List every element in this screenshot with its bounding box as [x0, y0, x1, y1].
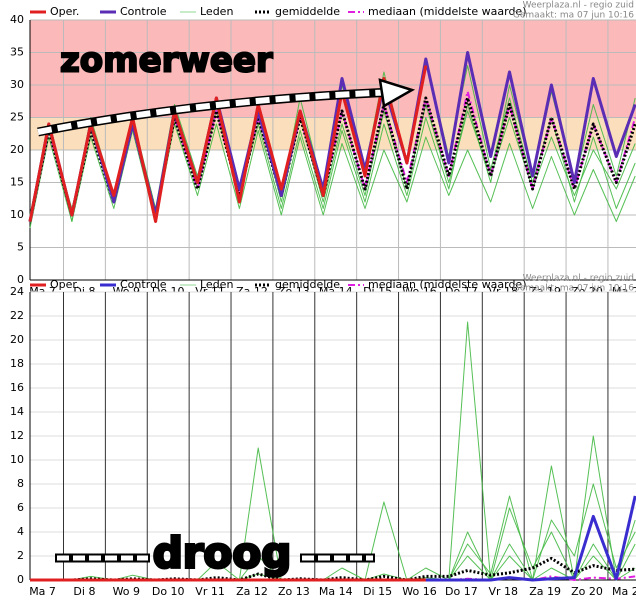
y-tick-label: 40: [10, 13, 24, 26]
source: Gemaakt: ma 07 jun 10:16: [513, 284, 634, 294]
member-line: [29, 123, 636, 229]
arrow-head: [378, 78, 416, 108]
legend-label: Controle: [120, 5, 167, 18]
y-tick-label: 24: [10, 285, 24, 298]
y-tick-label: 22: [10, 309, 24, 322]
y-tick-label: 20: [10, 333, 24, 346]
x-tick-label: Wo 9: [113, 585, 140, 598]
source: Gemaakt: ma 07 jun 10:16: [513, 11, 634, 21]
y-tick-label: 16: [10, 381, 24, 394]
x-tick-label: Zo 13: [278, 585, 310, 598]
x-tick-label: Ma 21: [612, 585, 636, 598]
x-tick-label: Di 8: [73, 585, 95, 598]
legend-label: Oper.: [50, 278, 79, 291]
y-tick-label: 15: [10, 176, 24, 189]
y-tick-label: 20: [10, 143, 24, 156]
x-tick-label: Wo 16: [402, 585, 436, 598]
y-tick-label: 2: [17, 549, 24, 562]
x-tick-label: Vr 11: [195, 585, 225, 598]
x-tick-label: Za 19: [529, 585, 561, 598]
series-line: [28, 51, 636, 222]
annotation: zomerweer: [60, 41, 273, 81]
annotation: droog: [153, 529, 292, 578]
member-line: [30, 465, 636, 581]
x-tick-label: Ma 7: [29, 585, 56, 598]
y-tick-label: 35: [10, 46, 24, 59]
source: Weerplaza.nl - regio zuid: [523, 274, 634, 284]
y-tick-label: 10: [10, 208, 24, 221]
band: [30, 20, 636, 118]
legend-label: Leden: [200, 278, 233, 291]
x-tick-label: Di 15: [363, 585, 392, 598]
arrow: [37, 89, 396, 135]
legend-label: mediaan (middelste waarde): [368, 5, 526, 18]
y-tick-label: 4: [17, 525, 24, 538]
y-tick-label: 18: [10, 357, 24, 370]
legend-label: Leden: [200, 5, 233, 18]
y-tick-label: 30: [10, 78, 24, 91]
x-tick-label: Do 17: [445, 585, 478, 598]
x-tick-label: Do 10: [152, 585, 185, 598]
y-tick-label: 0: [17, 273, 24, 286]
y-tick-label: 25: [10, 111, 24, 124]
x-tick-label: Ma 14: [319, 585, 353, 598]
y-tick-label: 6: [17, 501, 24, 514]
series-line: [28, 65, 428, 223]
y-tick-label: 14: [10, 405, 24, 418]
legend-label: gemiddelde: [275, 278, 340, 291]
y-tick-label: 5: [17, 241, 24, 254]
y-tick-label: 0: [17, 573, 24, 586]
source: Weerplaza.nl - regio zuid: [523, 1, 634, 11]
x-tick-label: Zo 20: [571, 585, 603, 598]
legend-label: mediaan (middelste waarde): [368, 278, 526, 291]
legend-label: Oper.: [50, 5, 79, 18]
x-tick-label: Vr 18: [488, 585, 518, 598]
legend-label: Controle: [120, 278, 167, 291]
y-tick-label: 12: [10, 429, 24, 442]
legend-label: gemiddelde: [275, 5, 340, 18]
y-tick-label: 8: [17, 477, 24, 490]
x-tick-label: Za 12: [236, 585, 268, 598]
y-tick-label: 10: [10, 453, 24, 466]
